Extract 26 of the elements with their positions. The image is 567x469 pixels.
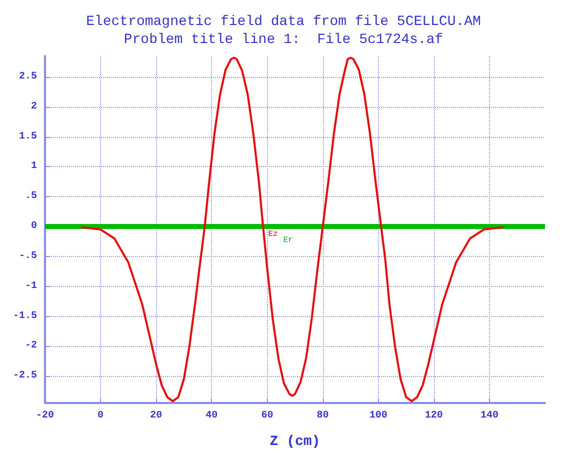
y-tick-label: -1 [24, 280, 37, 292]
y-tick-label: -.5 [18, 250, 37, 262]
x-tick-label: 40 [206, 410, 218, 422]
y-tick-label: 1 [30, 161, 37, 172]
chart-title: Electromagnetic field data from file 5CELLCU.AM [86, 14, 481, 30]
x-tick-label: -20 [36, 410, 54, 422]
line-series [80, 56, 504, 402]
chart-subtitle: Problem title line 1: File 5c1724s.af [124, 32, 444, 48]
series-label: Ez [268, 230, 278, 240]
x-tick-label: 140 [480, 410, 498, 422]
y-tick-label: .5 [24, 191, 37, 202]
y-tick-label: 0 [30, 221, 37, 232]
x-axis-title: Z (cm) [270, 434, 320, 450]
x-tick-label: 20 [150, 410, 162, 422]
x-tick-label: 60 [261, 410, 274, 422]
y-tick-label: 1.5 [18, 131, 37, 142]
x-tick-label: 100 [369, 410, 388, 422]
x-tick-label: 80 [316, 410, 329, 422]
y-tick-label: -1.5 [12, 310, 37, 322]
x-tick-label: 0 [98, 410, 104, 422]
y-tick-label: -2.5 [12, 370, 37, 382]
series-label: Er [283, 236, 294, 246]
x-tick-label: 120 [424, 410, 443, 422]
y-tick-label: -2 [24, 340, 37, 352]
y-tick-label: 2 [30, 101, 37, 112]
y-tick-label: 2.5 [18, 71, 37, 82]
